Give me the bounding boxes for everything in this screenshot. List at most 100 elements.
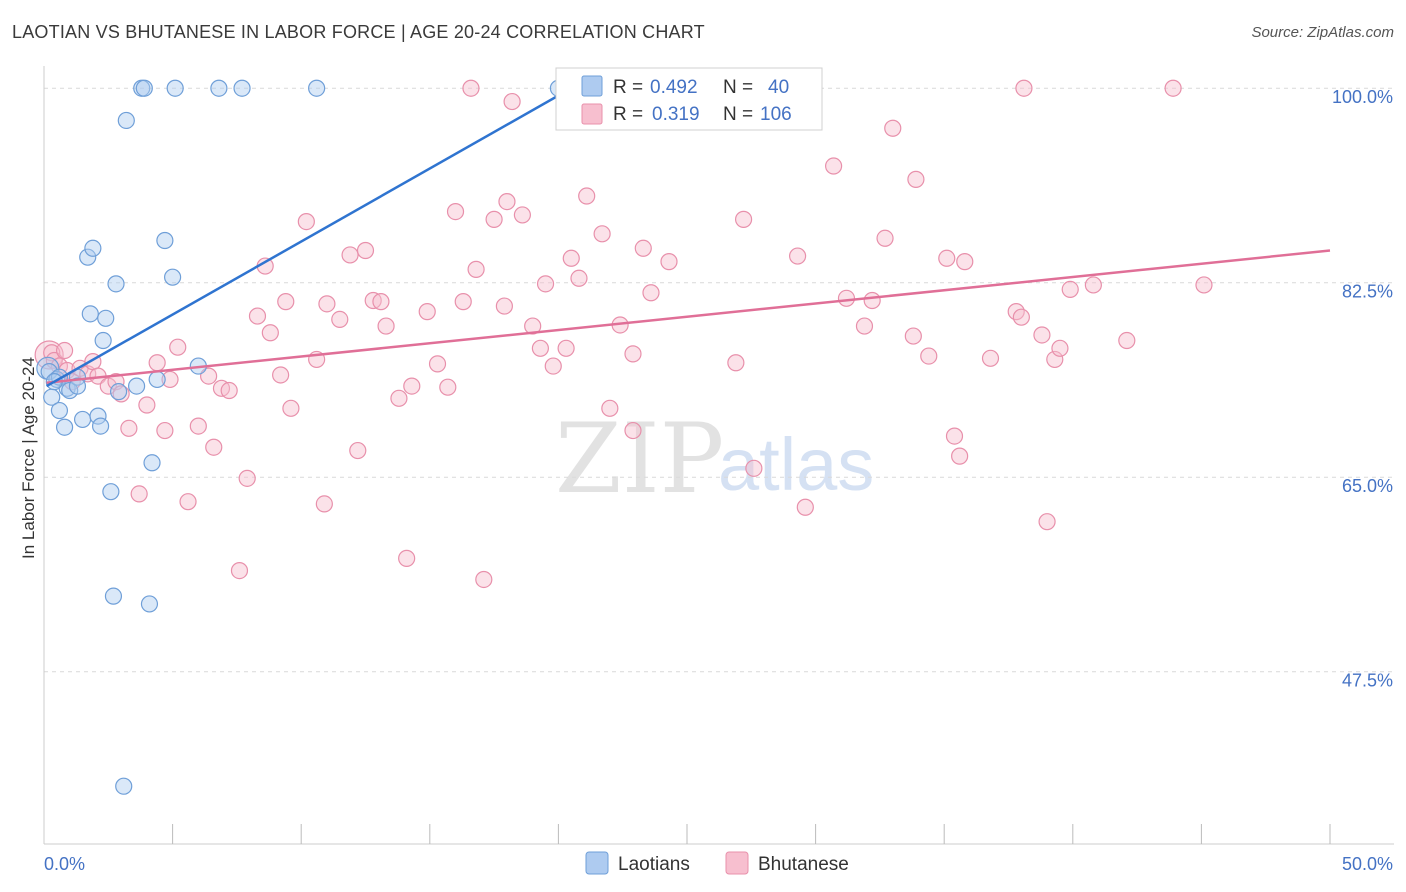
bhutanese-point-56: [485, 210, 503, 228]
bhutanese-point-17: [156, 421, 174, 440]
bhutanese-point-100: [1038, 513, 1056, 531]
bhutanese-point-60: [513, 206, 531, 224]
bhutanese-point-98: [1015, 79, 1033, 97]
bhutanese-point-58: [498, 192, 516, 211]
bhutanese-point-21: [189, 417, 207, 435]
bhutanese-point-3: [55, 341, 74, 360]
bhutanese-point-78: [734, 210, 753, 228]
bhutanese-point-82: [825, 157, 843, 175]
laotians-point-16: [94, 331, 112, 350]
bottom-legend-swatch-bhutanese: [725, 851, 749, 875]
bhutanese-point-53: [462, 79, 480, 97]
laotians-point-12: [81, 305, 99, 323]
bhutanese-trend-line: [46, 249, 1331, 385]
bhutanese-point-54: [467, 260, 485, 278]
bhutanese-point-68: [578, 187, 596, 205]
grid-lines: [44, 87, 1394, 673]
bhutanese-point-39: [341, 246, 359, 264]
bhutanese-point-75: [642, 284, 660, 302]
laotians-point-35: [233, 79, 251, 97]
bhutanese-point-67: [570, 269, 588, 287]
laotians-point-31: [164, 268, 182, 286]
bhutanese-point-12: [112, 385, 130, 403]
legend-r-label-laotians: R =: [613, 77, 643, 98]
bhutanese-point-101: [1046, 350, 1064, 369]
bhutanese-point-28: [248, 307, 267, 325]
x-tick-label-1: 50.0%: [1342, 854, 1393, 874]
bhutanese-point-65: [557, 339, 575, 357]
legend-r-label-bhutanese: R =: [613, 104, 643, 125]
laotians-point-23: [117, 111, 135, 130]
watermark-zip: ZIP: [555, 403, 724, 515]
legend-n-value-bhutanese: 106: [760, 104, 792, 125]
bhutanese-point-36: [315, 495, 333, 513]
bhutanese-point-66: [562, 249, 580, 267]
bhutanese-point-61: [524, 317, 542, 335]
laotians-point-27: [140, 595, 159, 613]
legend-n-label-bhutanese: N =: [723, 104, 753, 125]
bhutanese-point-103: [1061, 280, 1079, 298]
bhutanese-point-72: [624, 421, 642, 440]
laotians-point-10: [73, 410, 92, 429]
bhutanese-point-46: [398, 549, 416, 567]
bhutanese-point-90: [920, 347, 938, 365]
bhutanese-point-18: [161, 370, 179, 389]
bhutanese-point-33: [282, 399, 300, 417]
bhutanese-point-64: [544, 357, 562, 375]
laotians-point-34: [210, 79, 228, 97]
bhutanese-point-16: [148, 354, 166, 372]
bhutanese-point-88: [904, 327, 922, 345]
axis-ticks: 47.5% 65.0% 82.5% 100.0% 0.0% 50.0%: [44, 87, 1393, 874]
legend-r-value-laotians: 0.492: [650, 77, 698, 98]
bhutanese-point-48: [418, 303, 436, 321]
bhutanese-point-23: [205, 438, 223, 456]
laotians-point-30: [156, 231, 174, 250]
laotians-point-13: [84, 239, 102, 257]
laotians-point-36: [308, 79, 326, 97]
bhutanese-point-83: [837, 289, 856, 307]
bhutanese-point-51: [446, 202, 465, 221]
laotians-point-9: [68, 377, 87, 395]
bhutanese-point-97: [1012, 308, 1030, 326]
x-tick-label-0: 0.0%: [44, 854, 85, 874]
bhutanese-point-87: [884, 119, 902, 137]
bhutanese-point-99: [1033, 326, 1051, 344]
laotians-point-17: [97, 309, 115, 327]
bhutanese-point-76: [660, 253, 678, 271]
laotians-point-24: [127, 377, 146, 395]
laotians-point-32: [166, 79, 184, 97]
bhutanese-point-26: [230, 561, 249, 580]
legend-swatch-bhutanese: [581, 103, 603, 125]
laotians-point-20: [107, 275, 125, 293]
bhutanese-point-105: [1118, 331, 1136, 350]
bhutanese-point-86: [876, 229, 894, 247]
bhutanese-point-81: [796, 498, 814, 516]
bhutanese-point-32: [277, 293, 295, 311]
legend-swatch-laotians: [581, 75, 603, 97]
bhutanese-point-69: [593, 225, 611, 243]
bhutanese-point-31: [272, 366, 290, 384]
bottom-legend-label-laotians: Laotians: [618, 854, 690, 875]
watermark: ZIP atlas: [555, 403, 874, 515]
bhutanese-point-14: [130, 485, 148, 503]
watermark-atlas: atlas: [718, 423, 874, 506]
bhutanese-point-63: [536, 275, 555, 293]
laotians-point-4: [50, 401, 69, 420]
bottom-legend-label-bhutanese: Bhutanese: [758, 854, 849, 875]
series-bhutanese: [34, 79, 1213, 589]
laotians-trend-line: [45, 87, 572, 388]
bhutanese-point-59: [503, 92, 521, 111]
bhutanese-point-79: [745, 459, 763, 477]
bhutanese-point-104: [1084, 276, 1102, 294]
bhutanese-point-15: [138, 396, 156, 414]
bottom-legend-swatch-laotians: [585, 851, 609, 875]
bhutanese-point-85: [863, 291, 881, 310]
trend-lines: [45, 87, 1331, 388]
bottom-legend: Laotians Bhutanese: [585, 851, 849, 875]
bhutanese-point-43: [372, 293, 390, 311]
bhutanese-point-57: [495, 297, 513, 315]
bhutanese-point-22: [200, 367, 218, 385]
bhutanese-point-38: [331, 310, 349, 329]
legend-n-label-laotians: N =: [723, 77, 753, 98]
